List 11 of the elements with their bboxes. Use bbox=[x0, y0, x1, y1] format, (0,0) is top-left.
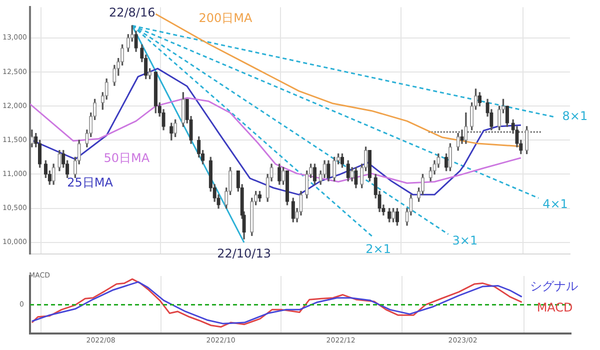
annotation: 22/10/13 bbox=[217, 246, 271, 261]
series-label: 200日MA bbox=[198, 11, 253, 26]
series-label: 8×1 bbox=[562, 109, 588, 124]
series-label: MACD bbox=[536, 300, 573, 314]
series-label: シグナル bbox=[530, 278, 578, 293]
annotation: 22/8/16 bbox=[108, 6, 156, 20]
series-label: 3×1 bbox=[452, 233, 478, 248]
series-label: 25日MA bbox=[67, 175, 114, 190]
series-label: 2×1 bbox=[366, 242, 391, 256]
series-label: 50日MA bbox=[104, 150, 150, 165]
series-label: 4×1 bbox=[542, 197, 568, 212]
